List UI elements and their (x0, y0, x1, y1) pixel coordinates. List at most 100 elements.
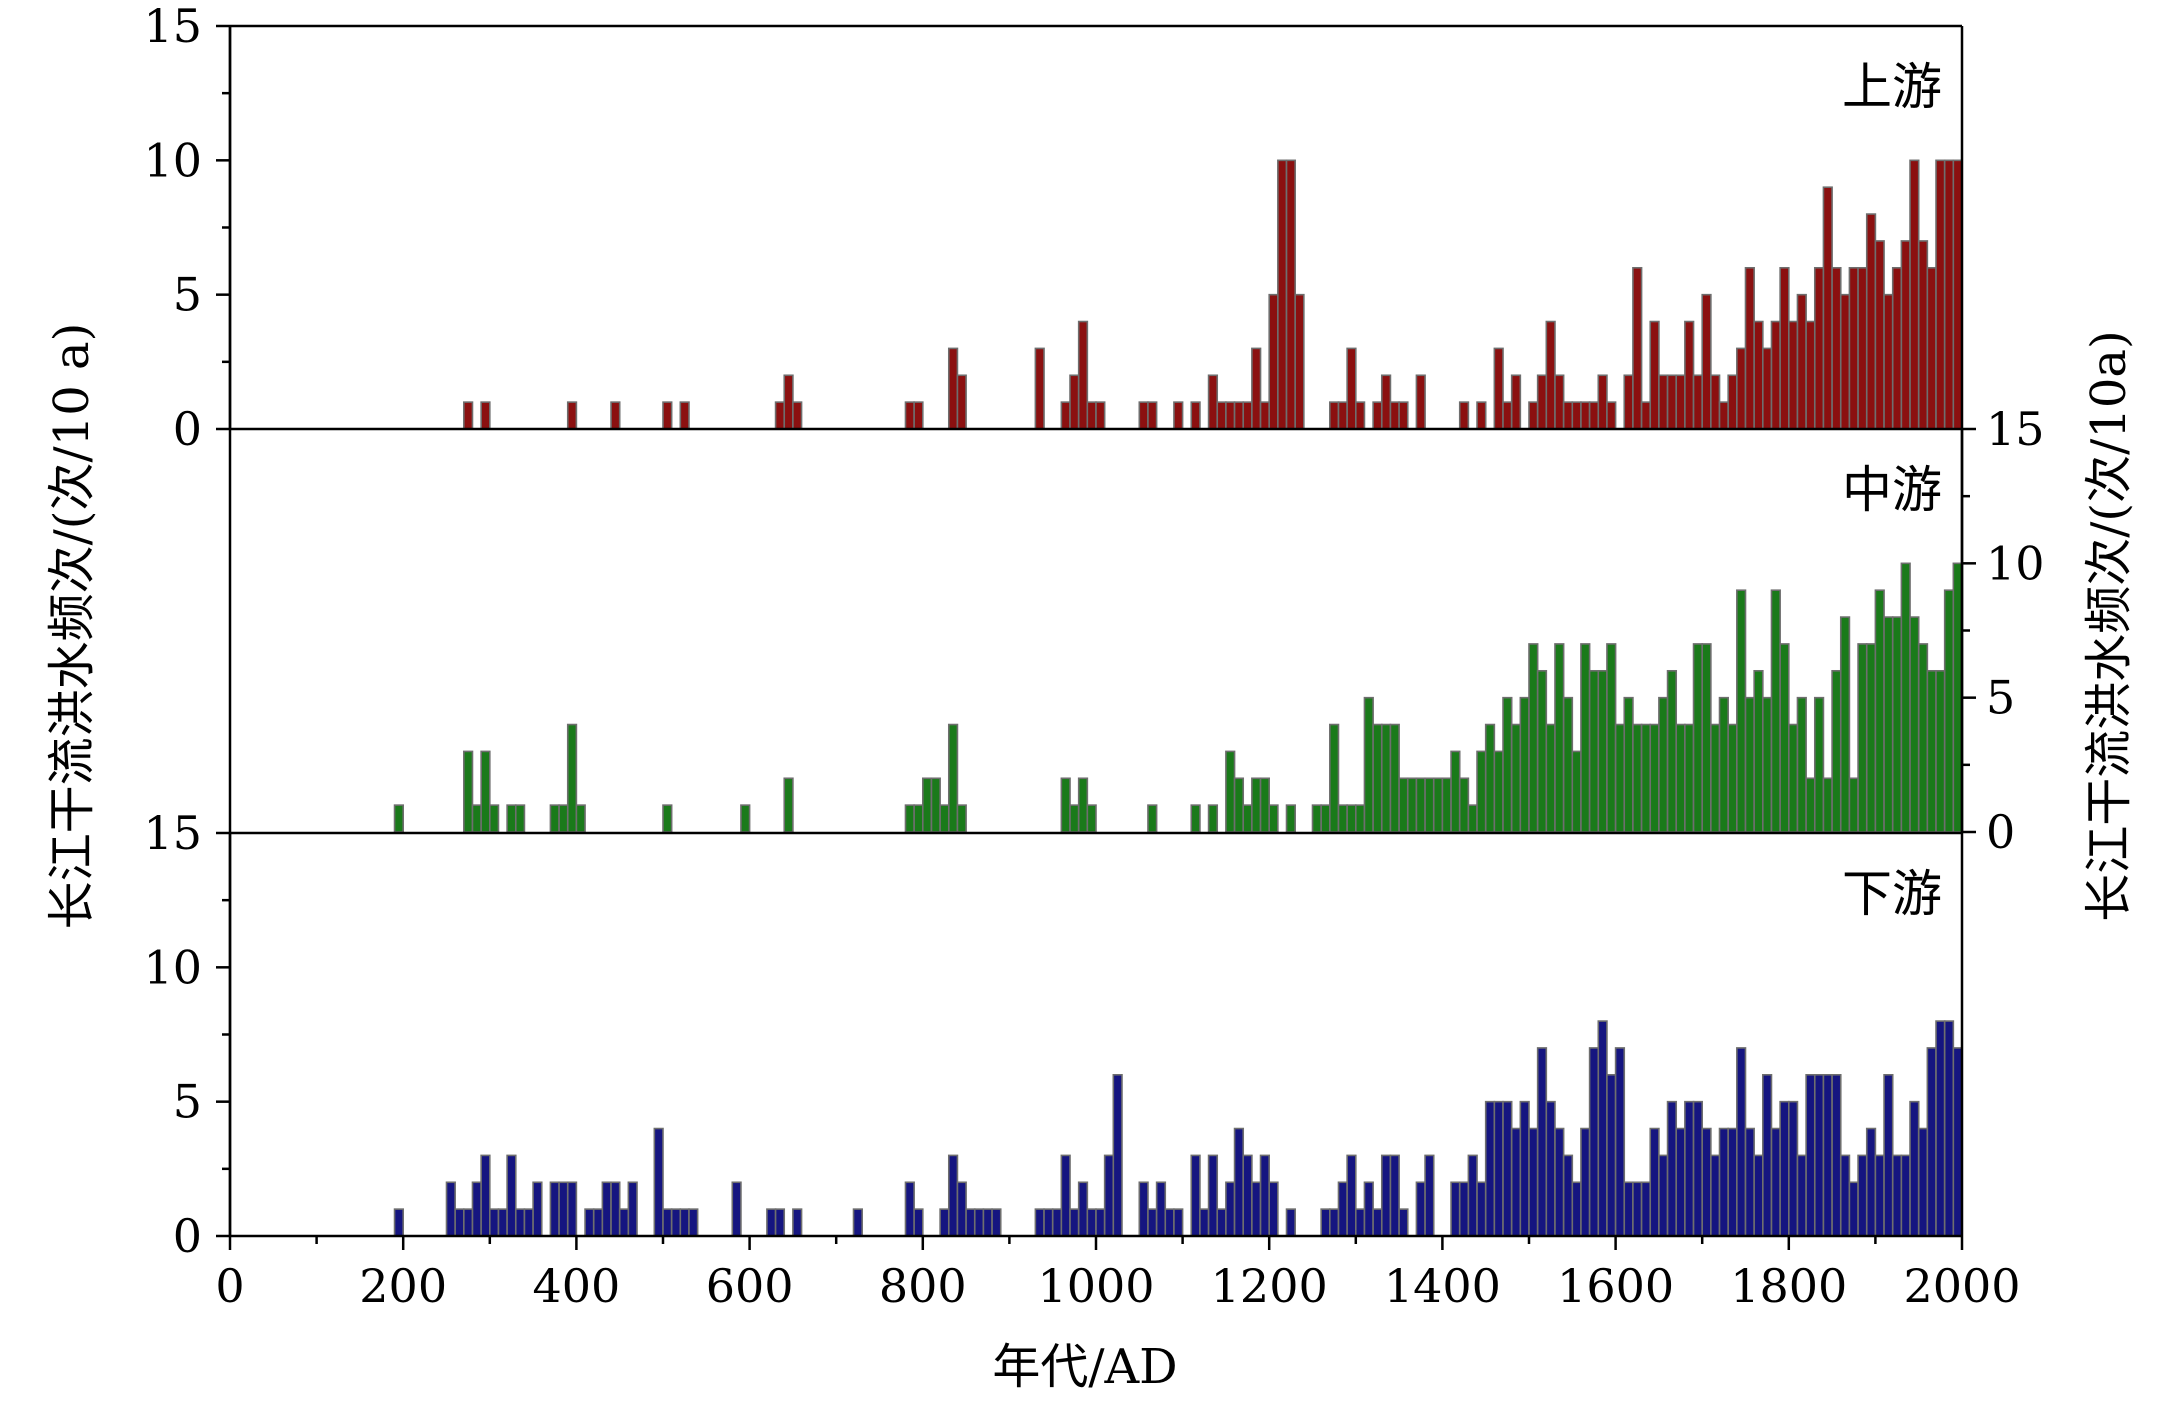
panel-1: 上游 (463, 58, 1963, 430)
bar-3-1860 (1839, 1154, 1851, 1237)
bar-3-1190 (1259, 1154, 1271, 1237)
bar-3-1760 (1753, 1154, 1764, 1237)
bar-2-1730 (1727, 723, 1738, 833)
bar-3-340 (523, 1208, 534, 1237)
bar-1-1740 (1736, 347, 1747, 430)
bar-1-1470 (1502, 401, 1513, 430)
bar-1-1620 (1632, 266, 1643, 430)
x-tick-label-0: 0 (215, 1259, 244, 1313)
bar-3-1590 (1606, 1074, 1617, 1237)
bar-3-620 (766, 1208, 777, 1237)
bar-3-1890 (1865, 1127, 1877, 1237)
bar-1-1720 (1718, 401, 1729, 430)
bar-3-300 (488, 1208, 500, 1237)
bar-3-1970 (1935, 1020, 1946, 1237)
bar-2-1780 (1770, 589, 1781, 833)
axes-layer: 0 5 10 15 0 5 10 15 0 5 10 15 0 200 400 600 800 1000 1200 1… (143, 0, 2044, 1313)
bar-2-1180 (1251, 777, 1262, 833)
bar-1-1540 (1562, 401, 1574, 430)
bar-1-1870 (1848, 266, 1859, 430)
bar-3-1750 (1744, 1127, 1755, 1237)
right-y-axis-title: 长江干流洪水频次/(次/10a) (2081, 330, 2137, 922)
bar-2-1650 (1658, 696, 1669, 833)
bar-1-1830 (1813, 266, 1825, 430)
bar-1-1300 (1355, 401, 1366, 430)
bar-3-780 (904, 1181, 915, 1237)
x-tick-label-400: 400 (532, 1259, 620, 1313)
y-tick-label-1-5: 5 (173, 268, 202, 322)
bar-2-1940 (1909, 616, 1920, 833)
bar-1-630 (774, 401, 786, 430)
bar-1-1150 (1225, 401, 1236, 430)
bar-2-990 (1086, 804, 1097, 833)
bar-3-450 (618, 1208, 630, 1237)
bar-1-1760 (1753, 320, 1764, 430)
bar-3-1070 (1155, 1181, 1167, 1237)
bar-1-1610 (1623, 374, 1634, 430)
x-tick-label-1800: 1800 (1730, 1259, 1847, 1313)
x-tick-label-2000: 2000 (1903, 1259, 2020, 1313)
bar-3-1780 (1770, 1127, 1781, 1237)
bar-2-1540 (1562, 696, 1574, 833)
bar-1-960 (1060, 401, 1071, 430)
bar-2-1560 (1580, 643, 1591, 833)
panel-label-2: 中游 (1842, 461, 1942, 519)
bar-2-1900 (1874, 589, 1885, 833)
bar-2-1400 (1441, 777, 1452, 833)
bar-2-800 (921, 777, 933, 833)
y-tick-label-1-15: 15 (143, 0, 202, 53)
bar-3-1290 (1346, 1154, 1357, 1237)
bar-3-1060 (1147, 1208, 1158, 1237)
bar-2-1660 (1666, 669, 1678, 833)
bar-2-1580 (1597, 669, 1608, 833)
bar-1-1690 (1692, 374, 1704, 430)
bar-3-1690 (1692, 1100, 1704, 1237)
bar-1-840 (956, 374, 967, 430)
bar-3-1710 (1710, 1154, 1721, 1237)
bar-3-1090 (1173, 1208, 1184, 1237)
bar-1-440 (610, 401, 621, 430)
bar-1-1530 (1554, 374, 1565, 430)
panel-2: 中游 (393, 461, 1963, 833)
x-tick-label-1000: 1000 (1037, 1259, 1154, 1313)
bar-2-1810 (1796, 696, 1807, 833)
bar-1-1800 (1788, 320, 1799, 430)
bar-2-1450 (1484, 723, 1496, 833)
bar-2-1930 (1900, 562, 1911, 833)
bar-3-1570 (1588, 1047, 1600, 1237)
bar-2-190 (393, 804, 405, 833)
bar-1-1630 (1640, 401, 1652, 430)
bar-3-1010 (1103, 1154, 1115, 1237)
bar-3-1440 (1476, 1181, 1487, 1237)
bar-1-1950 (1917, 240, 1929, 430)
bar-2-1250 (1311, 804, 1322, 833)
bar-3-1480 (1510, 1127, 1522, 1237)
bar-1-1340 (1389, 401, 1400, 430)
bar-1-1160 (1233, 401, 1245, 430)
bar-2-1220 (1285, 804, 1296, 833)
bar-1-1110 (1190, 401, 1201, 430)
bar-3-430 (601, 1181, 612, 1237)
bar-2-1700 (1701, 643, 1712, 833)
bar-2-1750 (1744, 696, 1755, 833)
bar-1-1590 (1606, 401, 1617, 430)
bar-2-1480 (1510, 723, 1522, 833)
bar-2-1850 (1831, 669, 1842, 833)
bar-3-310 (497, 1208, 508, 1237)
bar-3-1260 (1320, 1208, 1331, 1237)
bar-3-250 (445, 1181, 456, 1237)
panel-label-1: 上游 (1842, 58, 1942, 116)
bar-2-1270 (1329, 723, 1340, 833)
bar-2-1410 (1450, 750, 1461, 833)
bar-1-1910 (1883, 293, 1894, 430)
bar-2-1300 (1355, 804, 1366, 833)
bar-2-1360 (1406, 777, 1418, 833)
bar-2-1690 (1692, 643, 1704, 833)
bar-2-1870 (1848, 777, 1859, 833)
y-tick-label-3-5: 5 (173, 1075, 202, 1129)
bar-1-1320 (1372, 401, 1383, 430)
bar-2-1290 (1346, 804, 1357, 833)
bar-2-980 (1077, 777, 1089, 833)
x-axis-title: 年代/AD (992, 1339, 1177, 1395)
